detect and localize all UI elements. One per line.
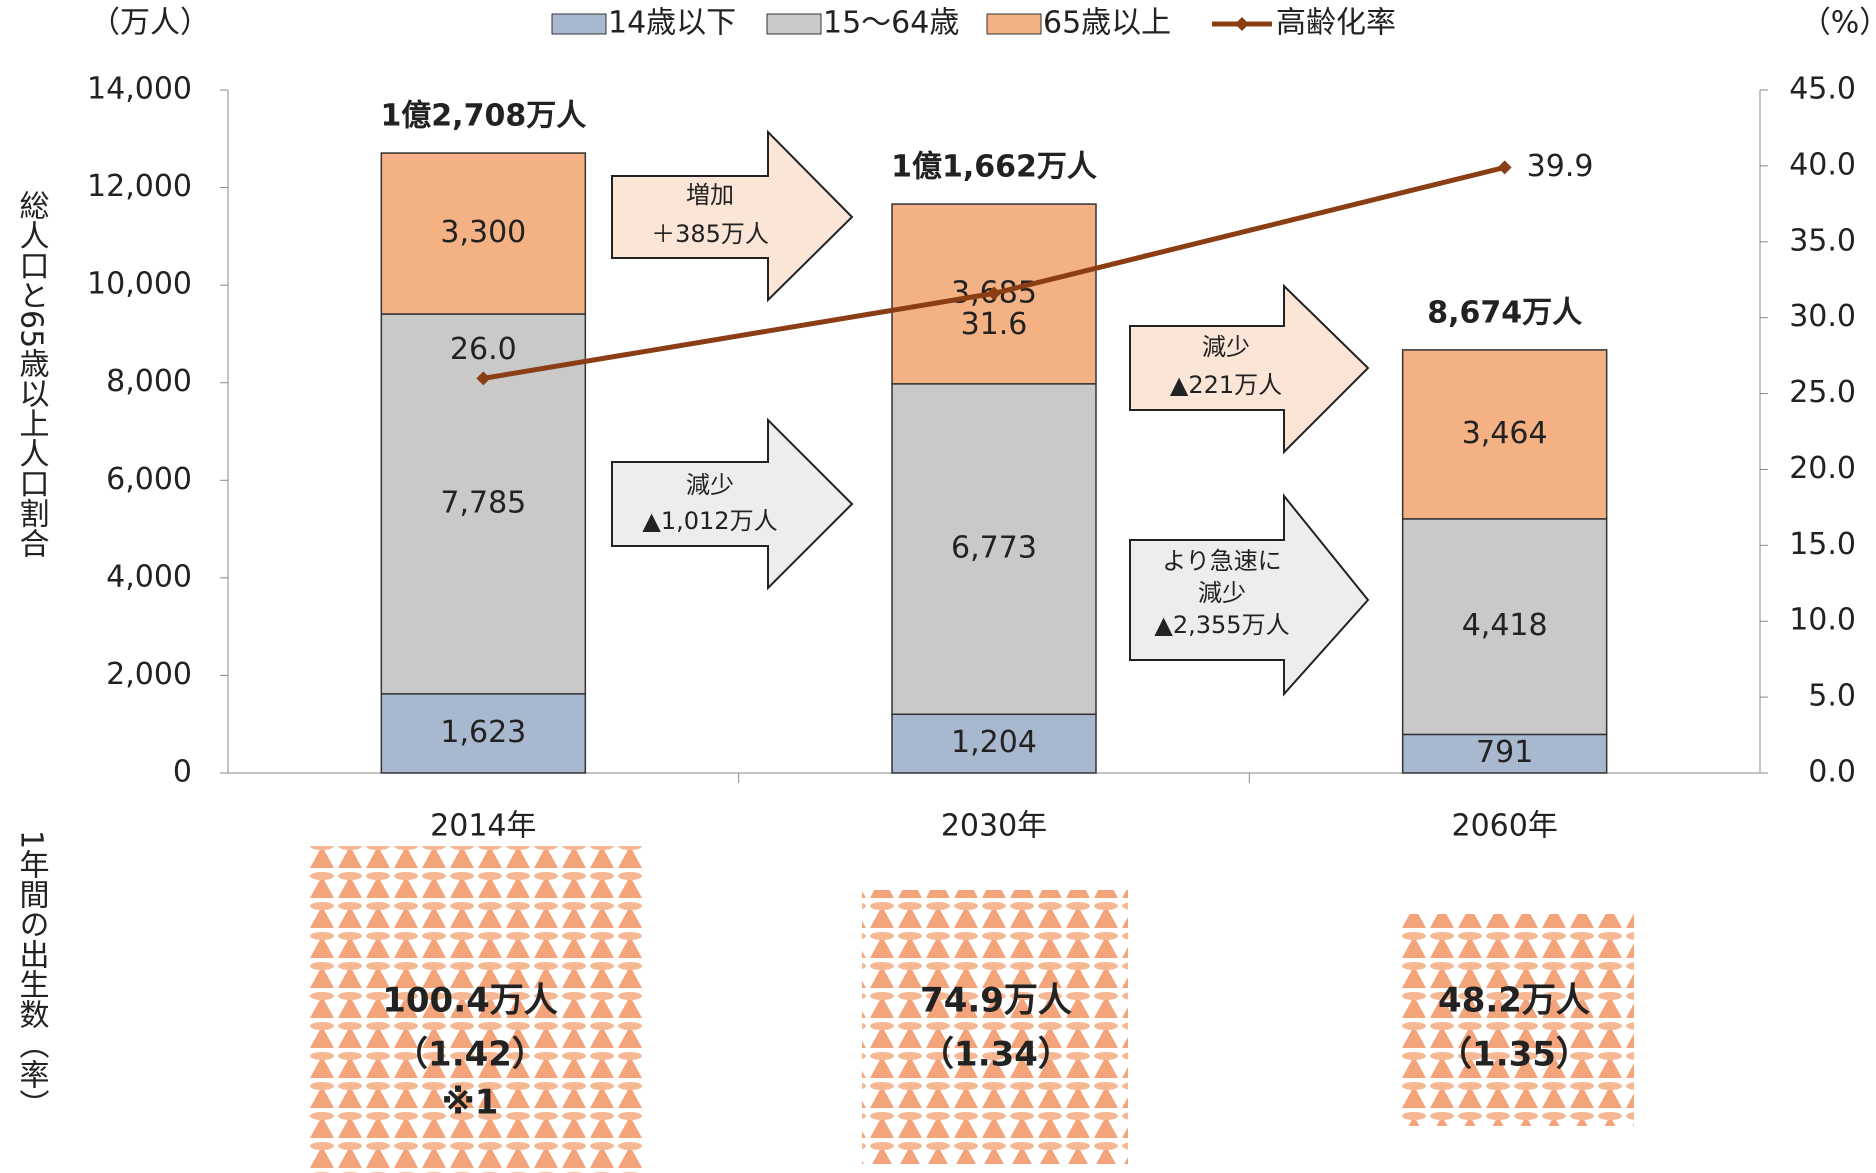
arrow-label: 増加 <box>686 181 734 209</box>
y-tick-label: 12,000 <box>87 169 192 204</box>
arrow-label: ＋385万人 <box>651 220 769 248</box>
y-tick-label: 8,000 <box>106 364 192 399</box>
legend-marker <box>1235 17 1249 31</box>
bar-value-label: 7,785 <box>440 485 526 520</box>
y2-tick-label: 40.0 <box>1789 147 1856 182</box>
y-tick-label: 0 <box>173 755 192 790</box>
y2-tick-label: 20.0 <box>1789 451 1856 486</box>
total-label: 8,674万人 <box>1427 295 1582 330</box>
bar-value-label: 1,204 <box>951 725 1037 760</box>
births-label: （1.34） <box>920 1035 1072 1075</box>
y2-tick-label: 15.0 <box>1789 527 1856 562</box>
bar-value-label: 4,418 <box>1462 608 1548 643</box>
legend-label: 14歳以下 <box>608 6 736 41</box>
births-label: 100.4万人 <box>382 981 558 1021</box>
chart: （万人） （%） 総人口と65歳以上人口割合 1年間の出生数（率） 0 2,000… <box>0 0 1876 1173</box>
y-tick-label: 4,000 <box>106 559 192 594</box>
births-label: 74.9万人 <box>920 981 1072 1021</box>
arrow-label: 減少 <box>1198 579 1246 607</box>
y2-tick-label: 10.0 <box>1789 603 1856 638</box>
y-tick-label: 2,000 <box>106 657 192 692</box>
x-tick-label: 2014年 <box>430 809 536 844</box>
y2-tick-label: 25.0 <box>1789 375 1856 410</box>
arrow-label: 減少 <box>1202 333 1250 361</box>
line-value-label: 26.0 <box>450 332 517 367</box>
arrow-label: 減少 <box>686 471 734 499</box>
arrow <box>612 132 852 300</box>
y-unit: （万人） <box>90 6 210 41</box>
bar-value-label: 791 <box>1476 735 1533 770</box>
total-label: 1億1,662万人 <box>891 150 1097 185</box>
arrow <box>1130 286 1368 452</box>
births-label: ※1 <box>442 1083 499 1123</box>
y-tick-label: 14,000 <box>87 72 192 107</box>
bar-value-label: 1,623 <box>440 715 526 750</box>
births-label: 48.2万人 <box>1438 981 1590 1021</box>
arrow <box>612 420 852 588</box>
y2-tick-label: 5.0 <box>1808 679 1856 714</box>
legend-swatch <box>552 14 606 34</box>
bar-value-label: 6,773 <box>951 531 1037 566</box>
x-tick-label: 2030年 <box>941 809 1047 844</box>
y-tick-label: 10,000 <box>87 267 192 302</box>
legend-label: 15〜64歳 <box>823 6 959 41</box>
arrow <box>1130 496 1368 694</box>
legend-swatch <box>987 14 1041 34</box>
x-tick-label: 2060年 <box>1451 809 1557 844</box>
bar-value-label: 3,300 <box>440 215 526 250</box>
y2-unit: （%） <box>1801 6 1876 41</box>
legend-swatch <box>767 14 821 34</box>
y2-tick-label: 35.0 <box>1789 223 1856 258</box>
y2-tick-label: 0.0 <box>1808 755 1856 790</box>
total-label: 1億2,708万人 <box>380 99 586 134</box>
line-value-label: 31.6 <box>961 307 1028 342</box>
births-pictogram <box>862 890 1128 1164</box>
bar-value-label: 3,464 <box>1462 416 1548 451</box>
legend-label: 高齢化率 <box>1276 6 1396 41</box>
line-value-label: 39.9 <box>1527 149 1594 184</box>
arrow-label: ▲2,355万人 <box>1154 611 1289 639</box>
line-point <box>1498 160 1512 174</box>
y-tick-label: 6,000 <box>106 462 192 497</box>
y-axis-title: 総人口と65歳以上人口割合 <box>14 190 50 559</box>
legend-label: 65歳以上 <box>1043 6 1171 41</box>
births-label: （1.42） <box>394 1035 546 1075</box>
arrow-label: ▲1,012万人 <box>642 507 777 535</box>
births-label: （1.35） <box>1438 1035 1590 1075</box>
arrow-label: より急速に <box>1162 547 1282 575</box>
births-title: 1年間の出生数（率） <box>14 830 50 1119</box>
y2-tick-label: 45.0 <box>1789 72 1856 107</box>
y2-tick-label: 30.0 <box>1789 299 1856 334</box>
arrow-label: ▲221万人 <box>1170 371 1282 399</box>
